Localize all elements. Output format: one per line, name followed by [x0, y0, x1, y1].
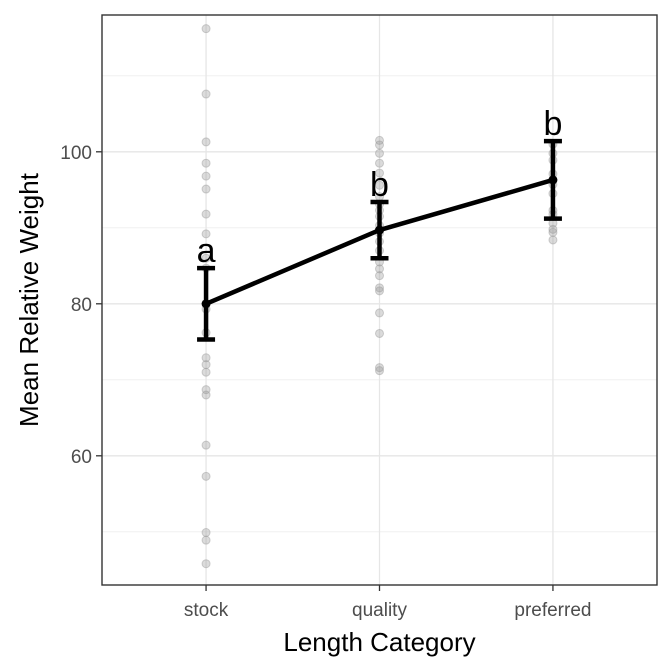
- data-point: [375, 328, 384, 338]
- grid-lines: [102, 15, 657, 585]
- data-point: [201, 24, 211, 34]
- data-point: [548, 235, 558, 245]
- data-point: [375, 135, 384, 145]
- data-point: [375, 271, 384, 281]
- significance-letter: a: [197, 232, 216, 270]
- data-point: [201, 471, 211, 481]
- data-point: [201, 209, 211, 219]
- mean-point: [375, 225, 384, 235]
- data-point: [375, 363, 384, 373]
- data-point: [201, 390, 211, 400]
- data-point: [548, 227, 558, 237]
- y-axis-title: Mean Relative Weight: [14, 172, 44, 427]
- data-point: [201, 559, 211, 569]
- data-point: [201, 360, 211, 370]
- x-tick-label: quality: [352, 600, 407, 621]
- data-point: [375, 140, 384, 150]
- means-with-error-bars: a b b: [197, 105, 562, 342]
- significance-letter: b: [370, 166, 389, 204]
- data-point: [201, 137, 211, 147]
- data-point: [201, 367, 211, 377]
- data-point: [201, 440, 211, 450]
- y-tick-label: 60: [71, 447, 92, 468]
- y-tick-label: 80: [71, 295, 92, 316]
- data-point: [201, 253, 211, 263]
- data-point: [375, 158, 384, 168]
- x-axis-title: Length Category: [283, 627, 475, 657]
- data-point: [201, 171, 211, 181]
- data-point: [201, 528, 211, 538]
- mean-point: [201, 299, 211, 309]
- mean-point: [548, 175, 558, 185]
- data-point: [375, 286, 384, 296]
- y-tick-label: 100: [60, 143, 92, 164]
- x-tick-label: preferred: [514, 600, 591, 621]
- data-point: [201, 158, 211, 168]
- axis-ticks: 60 80 100 stock quality preferred: [60, 143, 591, 621]
- significance-letter: b: [543, 105, 562, 143]
- data-point: [375, 264, 384, 274]
- data-point: [375, 366, 384, 376]
- x-tick-label: stock: [184, 600, 229, 621]
- data-point: [375, 180, 384, 190]
- data-point: [201, 229, 211, 239]
- data-point: [201, 535, 211, 545]
- data-point: [201, 353, 211, 363]
- data-point: [201, 385, 211, 395]
- data-point: [548, 224, 558, 234]
- data-point: [375, 283, 384, 293]
- data-point: [201, 184, 211, 194]
- data-point: [375, 308, 384, 318]
- data-point: [201, 89, 211, 99]
- data-point: [375, 168, 384, 178]
- data-point: [375, 148, 384, 158]
